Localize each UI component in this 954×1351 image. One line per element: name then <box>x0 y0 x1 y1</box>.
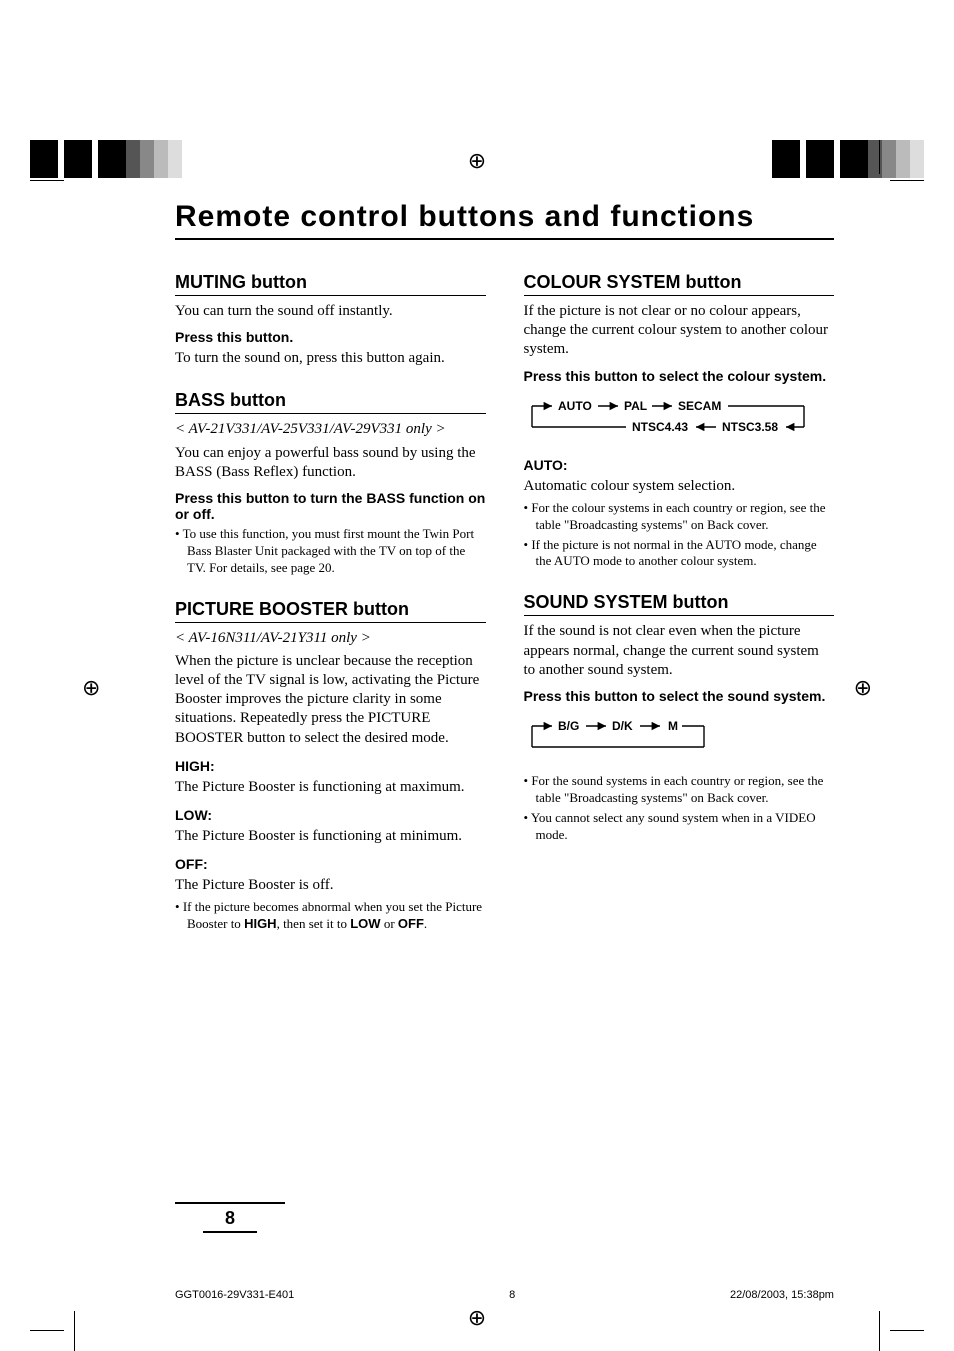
colour-auto-label: AUTO: <box>524 457 835 473</box>
svg-text:PAL: PAL <box>624 399 647 413</box>
booster-off-text: The Picture Booster is off. <box>175 876 486 895</box>
booster-low-text: The Picture Booster is functioning at mi… <box>175 827 486 846</box>
bass-text: You can enjoy a powerful bass sound by u… <box>175 444 486 482</box>
svg-text:AUTO: AUTO <box>558 399 592 413</box>
bass-models: < AV-21V331/AV-25V331/AV-29V331 only > <box>175 420 486 439</box>
footer-right: 22/08/2003, 15:38pm <box>730 1289 834 1301</box>
page-title: Remote control buttons and functions <box>175 200 834 240</box>
muting-text-2: To turn the sound on, press this button … <box>175 349 486 368</box>
crop-line <box>879 140 880 174</box>
svg-text:NTSC4.43: NTSC4.43 <box>632 420 688 434</box>
muting-text: You can turn the sound off instantly. <box>175 302 486 321</box>
crop-line <box>890 1330 924 1331</box>
booster-high-text: The Picture Booster is functioning at ma… <box>175 778 486 797</box>
colour-cycle-diagram: AUTO PAL SECAM NTSC3.58 NTSC4.43 <box>524 394 835 447</box>
crop-line <box>30 1330 64 1331</box>
booster-bullet-off: OFF <box>398 916 424 931</box>
svg-text:B/G: B/G <box>558 719 579 733</box>
registration-mark-left: ⊕ <box>82 675 100 701</box>
sound-bullet-1: For the sound systems in each country or… <box>524 773 835 807</box>
bass-heading: BASS button <box>175 390 486 414</box>
sound-text: If the sound is not clear even when the … <box>524 622 835 680</box>
colour-text: If the picture is not clear or no colour… <box>524 302 835 360</box>
colour-bullet-2: If the picture is not normal in the AUTO… <box>524 537 835 571</box>
muting-instruction: Press this button. <box>175 329 486 345</box>
booster-heading: PICTURE BOOSTER button <box>175 599 486 623</box>
sound-instruction: Press this button to select the sound sy… <box>524 688 835 704</box>
bass-bullet: To use this function, you must first mou… <box>175 526 486 577</box>
booster-bullet-mid: , then set it to <box>277 916 351 931</box>
svg-text:D/K: D/K <box>612 719 633 733</box>
colour-heading: COLOUR SYSTEM button <box>524 272 835 296</box>
sound-cycle-diagram: B/G D/K M <box>524 714 835 763</box>
booster-bullet-end: . <box>424 916 427 931</box>
registration-mark-top: ⊕ <box>468 148 486 174</box>
booster-high-label: HIGH: <box>175 758 486 774</box>
registration-mark-right: ⊕ <box>854 675 872 701</box>
page-number: 8 <box>225 1208 235 1228</box>
footer: GGT0016-29V331-E401 8 22/08/2003, 15:38p… <box>175 1289 834 1301</box>
crop-colorbar-top-left <box>30 140 182 178</box>
svg-text:NTSC3.58: NTSC3.58 <box>722 420 778 434</box>
booster-bullet-or: or <box>381 916 398 931</box>
booster-bullet-low: LOW <box>350 916 380 931</box>
colour-auto-text: Automatic colour system selection. <box>524 477 835 496</box>
muting-heading: MUTING button <box>175 272 486 296</box>
crop-line <box>74 1311 75 1351</box>
booster-bullet-high: HIGH <box>244 916 277 931</box>
registration-mark-bottom: ⊕ <box>468 1305 486 1331</box>
crop-line <box>879 1311 880 1351</box>
right-column: COLOUR SYSTEM button If the picture is n… <box>524 258 835 936</box>
crop-line <box>890 180 924 181</box>
crop-colorbar-top-right <box>772 140 924 178</box>
crop-line <box>74 140 75 174</box>
svg-text:M: M <box>668 719 678 733</box>
content-columns: MUTING button You can turn the sound off… <box>175 258 834 936</box>
crop-line <box>30 180 64 181</box>
booster-low-label: LOW: <box>175 807 486 823</box>
booster-off-label: OFF: <box>175 856 486 872</box>
booster-bullet: If the picture becomes abnormal when you… <box>175 899 486 933</box>
booster-text: When the picture is unclear because the … <box>175 652 486 748</box>
sound-heading: SOUND SYSTEM button <box>524 592 835 616</box>
footer-left: GGT0016-29V331-E401 <box>175 1289 294 1301</box>
svg-text:SECAM: SECAM <box>678 399 721 413</box>
sound-bullet-2: You cannot select any sound system when … <box>524 810 835 844</box>
bass-instruction: Press this button to turn the BASS funct… <box>175 490 486 522</box>
footer-center: 8 <box>509 1289 515 1301</box>
colour-instruction: Press this button to select the colour s… <box>524 368 835 384</box>
booster-models: < AV-16N311/AV-21Y311 only > <box>175 629 486 648</box>
colour-bullet-1: For the colour systems in each country o… <box>524 500 835 534</box>
left-column: MUTING button You can turn the sound off… <box>175 258 486 936</box>
page-number-box: 8 <box>175 1202 285 1233</box>
